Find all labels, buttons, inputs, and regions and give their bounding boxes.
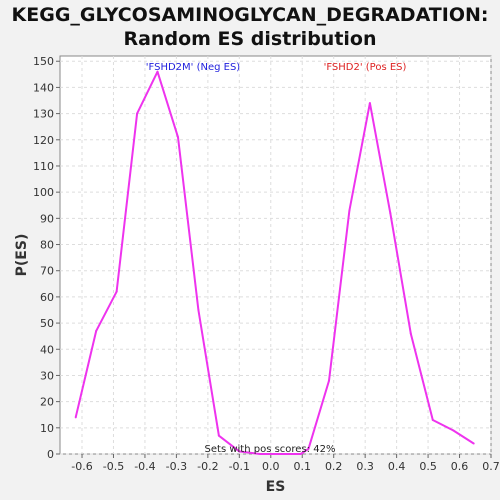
data-point (327, 379, 330, 382)
pos-scores-annotation: Sets with pos scores: 42% (205, 444, 336, 455)
series-layer (74, 70, 475, 455)
x-tick-label: 0.6 (451, 460, 469, 473)
plot-area (59, 55, 492, 455)
y-tick-label: 140 (33, 81, 54, 94)
annotations: 'FSHD2M' (Neg ES) 'FSHD2' (Pos ES) Sets wi… (146, 62, 407, 455)
y-tick-label: 30 (40, 369, 54, 382)
y-tick-label: 150 (33, 55, 54, 68)
y-tick-label: 10 (40, 422, 54, 435)
y-tick-label: 100 (33, 186, 54, 199)
y-tick-label: 60 (40, 291, 54, 304)
x-tick-label: 0.3 (356, 460, 374, 473)
y-tick-label: 130 (33, 108, 54, 121)
y-tick-label: 120 (33, 134, 54, 147)
data-point (136, 112, 139, 115)
x-axis-label: ES (266, 479, 286, 495)
y-axis-label: P(ES) (14, 234, 30, 277)
data-point (95, 329, 98, 332)
data-point (258, 453, 261, 455)
y-tick-label: 50 (40, 317, 54, 330)
x-tick-label: 0.0 (262, 460, 280, 473)
data-point (409, 332, 412, 335)
data-point (156, 70, 159, 73)
chart-title-line-1: KEGG_GLYCOSAMINOGLYCAN_DEGRADATION: (11, 4, 489, 26)
data-point (217, 434, 220, 437)
y-tick-label: 40 (40, 343, 54, 356)
x-tick-label: 0.5 (419, 460, 437, 473)
x-tick-label: -0.3 (166, 460, 187, 473)
chart-title-line-2: Random ES distribution (123, 28, 377, 50)
data-point (74, 416, 77, 419)
data-point (307, 447, 310, 450)
y-tick-label: 90 (40, 212, 54, 225)
data-point (368, 102, 371, 105)
x-tick-label: -0.6 (71, 460, 92, 473)
data-point (389, 212, 392, 215)
data-point (452, 429, 455, 432)
y-tick-label: 80 (40, 239, 54, 252)
y-tick-label: 20 (40, 396, 54, 409)
data-point (238, 450, 241, 453)
x-tick-label: 0.1 (293, 460, 311, 473)
axes: 0 10 20 30 40 50 60 70 80 90 100 110 120 130 140 150 -0.… (33, 55, 500, 473)
data-point (431, 418, 434, 421)
x-tick-label: -0.4 (134, 460, 155, 473)
data-point (279, 453, 282, 455)
data-point (197, 308, 200, 311)
x-tick-label: 0.4 (388, 460, 406, 473)
y-tick-label: 110 (33, 160, 54, 173)
y-tick-label: 70 (40, 265, 54, 278)
neg-es-annotation: 'FSHD2M' (Neg ES) (146, 62, 241, 73)
x-tick-label: 0.7 (482, 460, 500, 473)
y-tick-label: 0 (47, 448, 54, 461)
data-point (299, 453, 302, 455)
x-tick-label: -0.1 (229, 460, 250, 473)
pos-es-annotation: 'FSHD2' (Pos ES) (324, 62, 407, 73)
x-tick-label: -0.2 (197, 460, 218, 473)
data-point (472, 442, 475, 445)
data-point (115, 290, 118, 293)
x-tick-label: -0.5 (103, 460, 124, 473)
x-tick-label: 0.2 (325, 460, 343, 473)
data-point (176, 136, 179, 139)
data-point (348, 209, 351, 212)
